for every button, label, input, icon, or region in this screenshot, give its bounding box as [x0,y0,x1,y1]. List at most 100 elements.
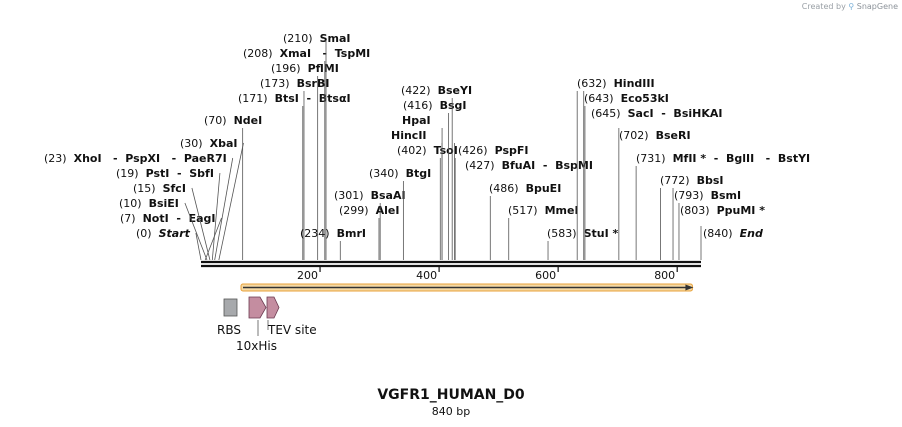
site-name: Start [159,227,191,240]
site-position: (632) [577,77,607,90]
axis-tick-label: 800 [654,269,675,282]
site-stui: (583) StuI * [547,227,619,240]
site-position: (0) [136,227,152,240]
site-name: MmeI [545,204,579,217]
site-leader [195,232,202,261]
site-hincii: HincII [391,129,427,142]
site-name: End [740,227,763,240]
site-name: BtgI [406,167,432,180]
credit-prefix: Created by [801,2,846,11]
site-name: TsoI [434,144,458,157]
site-start: (0) Start [136,227,191,240]
site-position: (299) [339,204,369,217]
site-position: (208) [243,47,273,60]
site-position: (583) [547,227,577,240]
site-xbai: (30) XbaI [180,137,237,150]
site-saci: (645) SacI - BsiHKAI [591,107,722,120]
site-eco53ki: (643) Eco53kI [584,92,669,105]
feature-tev-arrow [266,296,280,319]
site-bsiei: (10) BsiEI [119,197,179,210]
site-position: (402) [397,144,427,157]
site-sfci: (15) SfcI [133,182,186,195]
site-position: (422) [401,84,431,97]
site-position: (517) [508,204,538,217]
site-name: BsmI [711,189,742,202]
site-leader [191,187,211,261]
site-hindiii: (632) HindIII [577,77,655,90]
site-hpai: HpaI [402,114,431,127]
site-psti: (19) PstI - SbfI [116,167,214,180]
axis-tick-label: 200 [297,269,318,282]
site-name: BsgI [440,99,467,112]
site-name: BfuAI - BspMI [502,159,593,172]
feature-10xhis-label: 10xHis [236,339,277,353]
site-pspfi: (426) PspFI [458,144,529,157]
feature-10xhis-arrow [248,296,267,319]
orf-arrow-head [685,284,694,291]
site-bsrbi: (173) BsrBI [260,77,329,90]
site-end: (840) End [703,227,763,240]
snapgene-logo-icon: ⚲ [848,2,855,11]
site-ppumi: (803) PpuMI * [680,204,765,217]
site-btgi: (340) BtgI [369,167,431,180]
site-position: (772) [660,174,690,187]
site-mfii: (731) MfII * - BglII - BstYI [636,152,810,165]
site-name: BseRI [656,129,691,142]
site-bseyi: (422) BseYI [401,84,472,97]
site-position: (196) [271,62,301,75]
site-name: BmrI [337,227,366,240]
site-smai: (210) SmaI [283,32,351,45]
site-position: (486) [489,182,519,195]
site-position: (10) [119,197,142,210]
site-xhoi: (23) XhoI - PspXI - PaeR7I [44,152,227,165]
credit-brand: SnapGene [856,2,898,11]
site-name: SacI - BsiHKAI [628,107,723,120]
site-position: (7) [120,212,136,225]
site-position: (30) [180,137,203,150]
site-position: (234) [300,227,330,240]
site-position: (702) [619,129,649,142]
site-position: (15) [133,182,156,195]
site-name: MfII * - BglII - BstYI [673,152,811,165]
site-bsaai: (301) BsaAI [334,189,406,202]
site-pflmi: (196) PflMI [271,62,339,75]
site-bfuai: (427) BfuAI - BspMI [465,159,593,172]
sequence-name: VGFR1_HUMAN_D0 [377,387,525,403]
site-position: (416) [403,99,433,112]
site-position: (23) [44,152,67,165]
site-bmri: (234) BmrI [300,227,366,240]
site-tsoi: (402) TsoI [397,144,458,157]
sequence-length: 840 bp [431,405,471,418]
site-position: (427) [465,159,495,172]
site-position: (645) [591,107,621,120]
site-position: (643) [584,92,614,105]
site-name: HpaI [402,114,431,127]
site-position: (731) [636,152,666,165]
site-bseri: (702) BseRI [619,129,691,142]
site-name: BsaAI [371,189,406,202]
site-name: PstI - SbfI [146,167,214,180]
site-btsi: (171) BtsI - BtsαI [238,92,351,105]
site-position: (340) [369,167,399,180]
site-position: (301) [334,189,364,202]
site-ndei: (70) NdeI [204,114,262,127]
site-leader [211,172,221,261]
site-position: (210) [283,32,313,45]
site-position: (173) [260,77,290,90]
site-name: PspFI [495,144,529,157]
site-name: StuI * [584,227,619,240]
axis-tick-label: 400 [416,269,437,282]
site-leader [184,202,208,261]
site-name: AleI [376,204,400,217]
feature-rbs-box [223,298,238,317]
site-name: NotI - EagI [143,212,216,225]
site-position: (426) [458,144,488,157]
feature-tev-label: TEV site [267,323,317,337]
site-name: HincII [391,129,427,142]
axis-tick-label: 600 [535,269,556,282]
site-bsmi: (793) BsmI [674,189,741,202]
feature-rbs-label: RBS [217,323,241,337]
site-name: Eco53kI [621,92,669,105]
site-leader [218,142,244,261]
